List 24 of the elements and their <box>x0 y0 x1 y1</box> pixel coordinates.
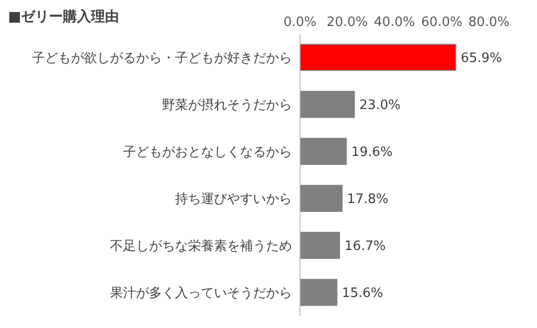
data-label: 17.8% <box>347 192 388 207</box>
x-tick-label: 40.0% <box>374 15 416 30</box>
data-label: 19.6% <box>351 144 393 160</box>
x-tick-label: 60.0% <box>421 15 462 30</box>
y-tick-label: 持ち運びやすいから <box>175 192 292 208</box>
y-tick-label: 野菜が摂れそうだから <box>162 98 292 114</box>
bar <box>300 278 338 306</box>
bar <box>300 90 355 118</box>
text: ■ゼリー購入理由 <box>8 8 120 26</box>
data-label: 16.7% <box>344 238 386 254</box>
data-label: 23.0% <box>359 98 401 113</box>
x-tick-label: 20.0% <box>326 15 368 30</box>
y-tick-label: 果汁が多く入っていそうだから <box>110 286 292 302</box>
bar <box>300 232 340 259</box>
bar <box>300 184 343 212</box>
x-tick-label: 80.0% <box>468 15 510 30</box>
bar <box>300 138 347 165</box>
y-tick-label: 子どもが欲しがるから・子どもが好きだから <box>32 51 292 66</box>
data-label: 15.6% <box>342 286 384 301</box>
x-tick-label: 0.0% <box>283 15 317 30</box>
y-tick-label: 不足しがちな栄養素を補うため <box>110 239 292 254</box>
bar <box>300 44 456 71</box>
y-tick-label: 子どもがおとなしくなるから <box>123 145 292 160</box>
data-label: 65.9% <box>460 50 502 66</box>
